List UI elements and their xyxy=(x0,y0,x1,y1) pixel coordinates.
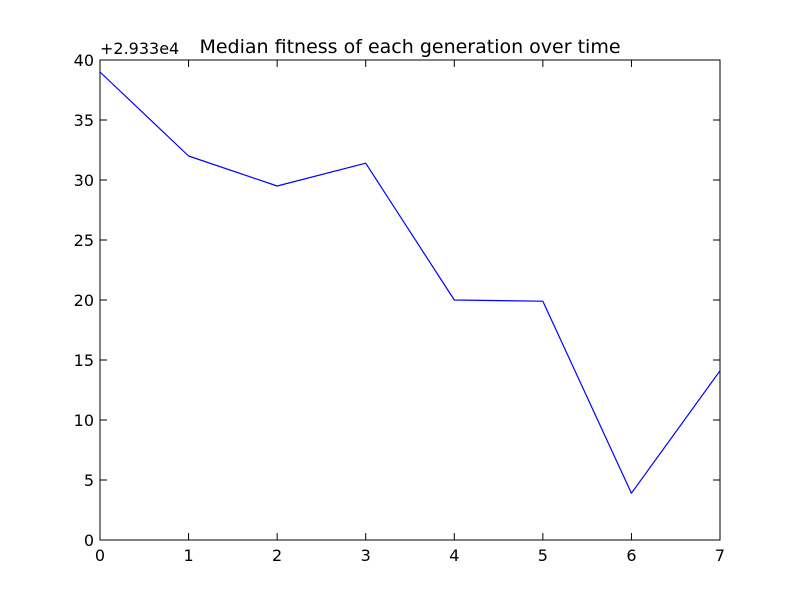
y-tick-label: 0 xyxy=(84,531,94,550)
y-axis-offset-label: +2.933e4 xyxy=(100,39,179,58)
y-tick-label: 30 xyxy=(74,171,94,190)
x-tick-label: 7 xyxy=(715,546,725,565)
axes-frame xyxy=(99,59,721,541)
y-tick-label: 15 xyxy=(74,351,94,370)
x-tick-label: 2 xyxy=(272,546,282,565)
y-tick-label: 10 xyxy=(74,411,94,430)
x-tick-label: 4 xyxy=(449,546,459,565)
series-line-0 xyxy=(99,71,721,494)
y-tick-label: 20 xyxy=(74,291,94,310)
x-tick-label: 6 xyxy=(626,546,636,565)
axis-ticks: 0 1 2 3 4 5 6 7 0 5 10 15 20 25 30 35 40 xyxy=(74,51,725,565)
chart-title: Median fitness of each generation over t… xyxy=(199,36,620,58)
x-tick-label: 5 xyxy=(538,546,548,565)
y-tick-label: 25 xyxy=(74,231,94,250)
plot-area xyxy=(99,71,721,494)
y-tick-label: 35 xyxy=(74,111,94,130)
x-tick-label: 0 xyxy=(95,546,105,565)
y-tick-label: 40 xyxy=(74,51,94,70)
x-tick-label: 1 xyxy=(183,546,193,565)
y-tick-label: 5 xyxy=(84,471,94,490)
x-tick-label: 3 xyxy=(361,546,371,565)
